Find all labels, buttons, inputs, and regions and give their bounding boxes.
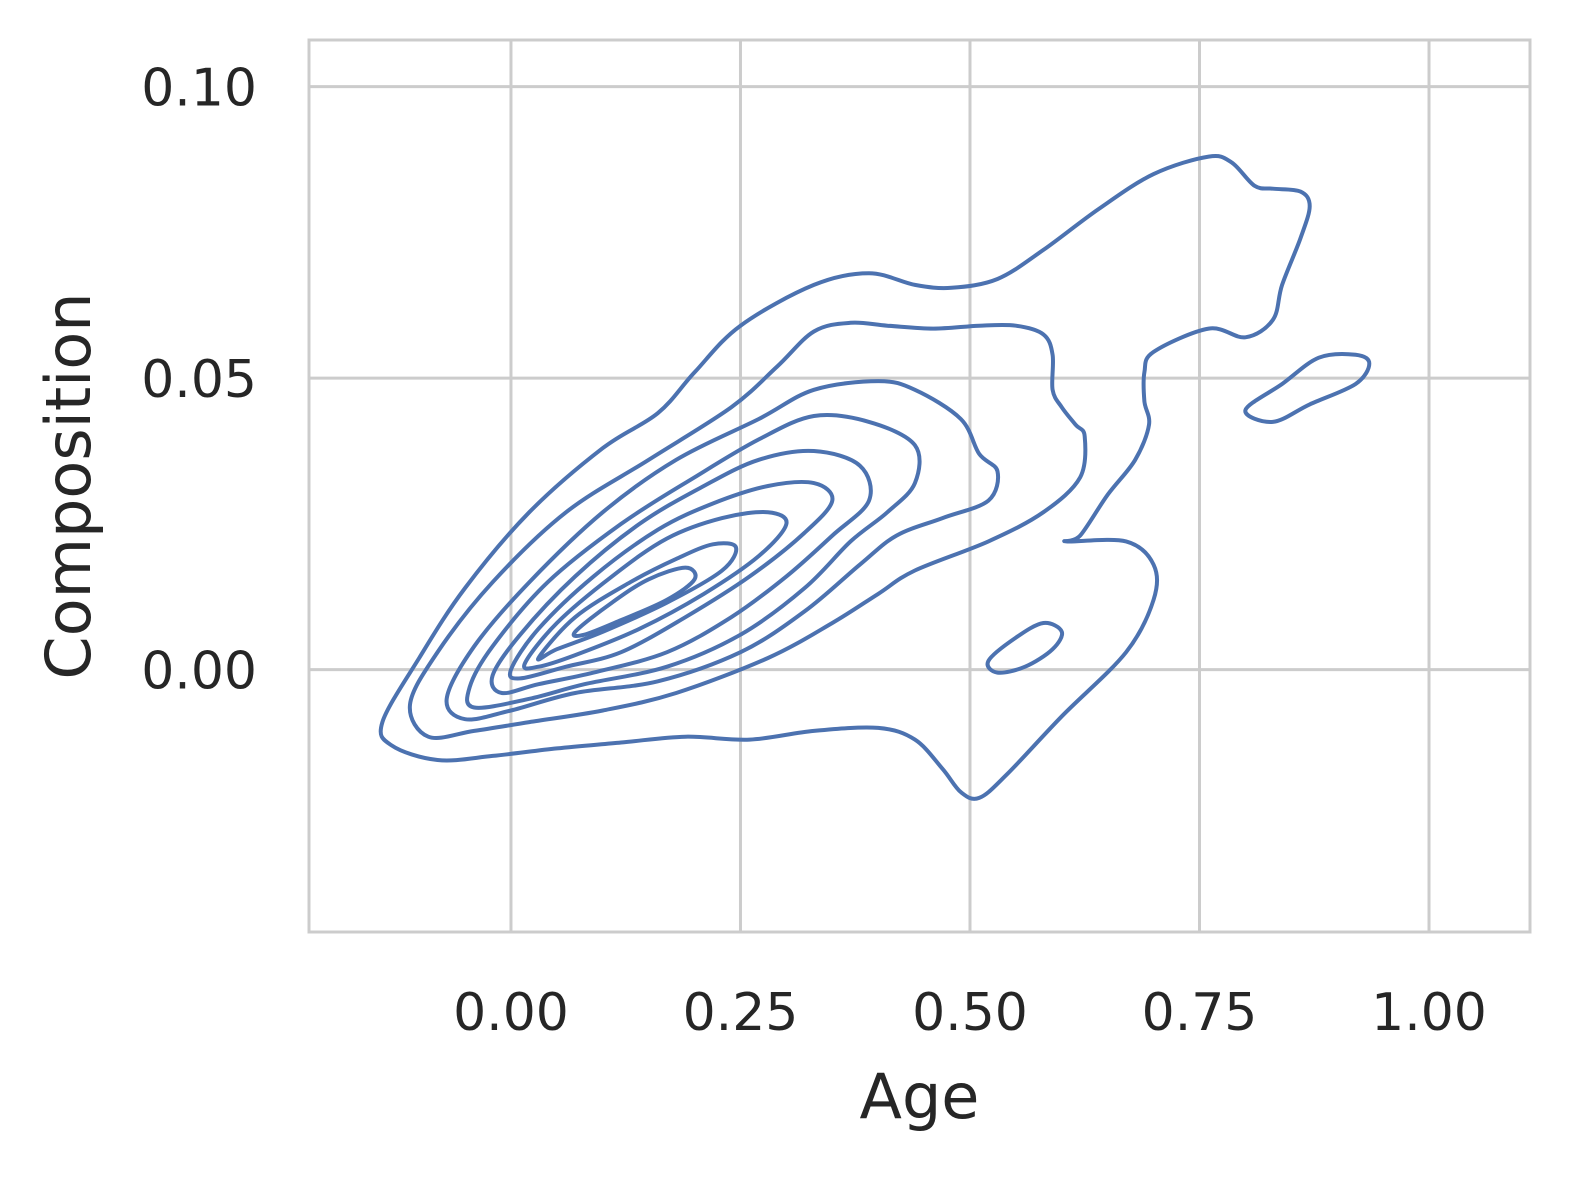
x-tick-label: 0.00 (453, 983, 569, 1043)
contour-line-island-1 (1243, 352, 1372, 424)
contour-line-4 (465, 413, 922, 710)
contour-line-1 (378, 154, 1312, 801)
grid-layer (309, 40, 1530, 932)
x-tick-label: 0.25 (683, 983, 799, 1043)
contour-line-3 (444, 379, 1001, 722)
y-tick-labels: 0.00 0.05 0.10 (141, 59, 257, 702)
contour-line-9 (571, 565, 698, 639)
contour-line-8 (535, 541, 739, 662)
contour-line-2 (407, 320, 1088, 740)
x-axis-label: Age (860, 1060, 980, 1133)
y-tick-label: 0.10 (141, 59, 257, 119)
contour-line-5 (489, 448, 873, 696)
x-tick-label: 1.00 (1371, 983, 1487, 1043)
contour-line-6 (507, 480, 835, 681)
y-tick-label: 0.05 (141, 350, 257, 410)
y-axis-label: Composition (32, 292, 105, 679)
contour-line-7 (522, 510, 789, 671)
y-tick-label: 0.00 (141, 642, 257, 702)
plot-frame (307, 38, 1532, 934)
x-tick-label: 0.75 (1142, 983, 1258, 1043)
contour-layer (378, 154, 1372, 801)
contour-line-island-2 (985, 620, 1065, 675)
x-tick-label: 0.50 (912, 983, 1028, 1043)
x-tick-labels: 0.00 0.25 0.50 0.75 1.00 (453, 983, 1487, 1043)
